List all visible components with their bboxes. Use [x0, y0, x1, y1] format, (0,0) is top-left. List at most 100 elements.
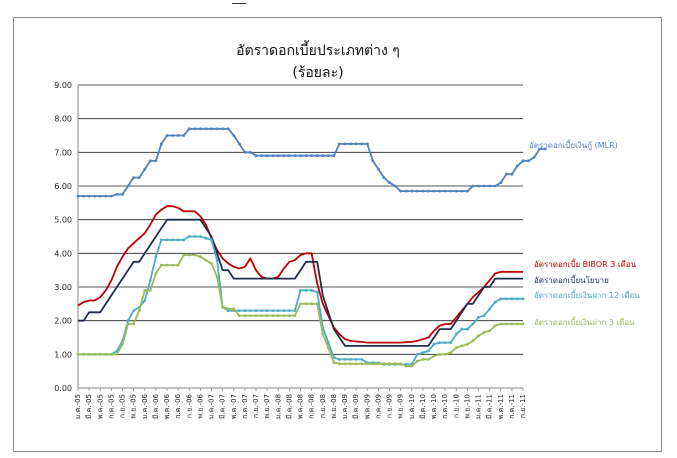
data-point	[304, 154, 308, 158]
data-point	[399, 362, 402, 366]
data-point	[154, 255, 158, 259]
data-point	[410, 189, 414, 193]
data-point	[210, 238, 213, 242]
x-tick-label: ก.ย.-09	[386, 394, 394, 418]
data-point	[243, 309, 247, 312]
data-point	[176, 263, 180, 267]
x-tick-label: พ.ค.-11	[497, 394, 505, 419]
data-point	[243, 314, 247, 317]
data-point	[293, 154, 297, 158]
data-point	[143, 289, 147, 292]
x-tick-label: ก.ย.-08	[319, 394, 327, 418]
data-point	[349, 142, 352, 146]
data-point	[454, 189, 458, 193]
x-tick-label: พ.ค.-05	[96, 394, 104, 419]
data-point	[126, 322, 130, 326]
data-point	[237, 309, 241, 312]
data-point	[265, 154, 269, 158]
data-point	[365, 362, 369, 366]
data-point	[199, 127, 202, 131]
data-point	[360, 362, 364, 366]
data-point	[87, 352, 91, 356]
data-point	[421, 358, 425, 361]
data-point	[160, 142, 163, 146]
x-tick-label: ม.ค.-10	[408, 394, 416, 419]
data-point	[160, 263, 163, 267]
data-point	[393, 362, 397, 366]
data-point	[521, 322, 525, 326]
data-point	[148, 289, 152, 292]
data-point	[388, 181, 391, 185]
data-point	[276, 314, 280, 317]
data-point	[404, 189, 408, 193]
series-lines	[76, 127, 547, 368]
data-point	[104, 194, 108, 198]
data-point	[237, 142, 241, 146]
data-point	[493, 184, 497, 188]
data-point	[543, 147, 547, 151]
data-point	[421, 189, 425, 193]
data-point	[415, 189, 419, 193]
data-point	[93, 194, 97, 198]
data-point	[148, 159, 152, 163]
data-point	[371, 362, 375, 366]
data-point	[443, 352, 447, 356]
data-point	[338, 362, 341, 366]
x-tick-label: พ.ย.-08	[330, 394, 338, 419]
data-point	[354, 358, 358, 361]
data-point	[510, 172, 514, 176]
data-point	[104, 352, 108, 356]
y-tick-label: 3.00	[54, 283, 72, 292]
data-point	[288, 314, 291, 317]
data-point	[265, 314, 269, 317]
data-point	[271, 154, 275, 158]
data-point	[154, 272, 158, 275]
label-mlr: อัตราดอกเบี้ยเงินกู้ (MLR)	[529, 139, 618, 151]
data-point	[193, 127, 197, 131]
data-point	[482, 314, 486, 317]
x-tick-label: พ.ย.-07	[263, 394, 271, 419]
x-tick-label: พ.ย.-06	[196, 393, 204, 418]
data-point	[226, 307, 230, 311]
data-point	[176, 238, 180, 242]
data-point	[204, 258, 208, 262]
data-point	[76, 352, 80, 356]
y-tick-label: 4.00	[54, 249, 72, 258]
series-4	[76, 253, 525, 368]
data-point	[393, 184, 397, 188]
data-point	[493, 324, 497, 328]
label-policy: อัตราดอกเบี้ยนโยบาย	[534, 274, 609, 285]
data-point	[315, 154, 319, 158]
top-edge-mark	[0, 3, 677, 4]
y-tick-label: 5.00	[54, 216, 72, 225]
data-point	[193, 235, 197, 238]
data-point	[293, 314, 297, 317]
data-point	[477, 334, 480, 338]
data-point	[98, 352, 102, 356]
data-point	[377, 167, 380, 171]
x-tick-label: พ.ค.-08	[297, 394, 305, 419]
data-point	[499, 297, 503, 301]
x-tick-label: พ.ย.-09	[397, 394, 405, 419]
series-1	[77, 205, 523, 344]
data-point	[215, 127, 219, 131]
data-point	[516, 297, 519, 301]
data-point	[265, 309, 269, 312]
x-tick-label: ก.ย.-10	[452, 394, 460, 418]
data-point	[93, 352, 97, 356]
gridlines	[77, 84, 523, 389]
data-point	[521, 297, 525, 301]
x-tick-label: พ.ค.-10	[430, 394, 438, 419]
data-point	[132, 322, 136, 326]
data-point	[215, 275, 219, 279]
data-point	[249, 309, 252, 312]
data-point	[254, 309, 258, 312]
x-tick-label: พ.ค.-07	[230, 394, 238, 419]
data-point	[98, 194, 102, 198]
chart-frame	[13, 17, 662, 452]
data-point	[432, 189, 436, 193]
data-point	[171, 134, 175, 137]
data-point	[232, 307, 236, 311]
x-tick-label: ก.ค.-07	[241, 394, 249, 419]
data-point	[410, 364, 414, 368]
